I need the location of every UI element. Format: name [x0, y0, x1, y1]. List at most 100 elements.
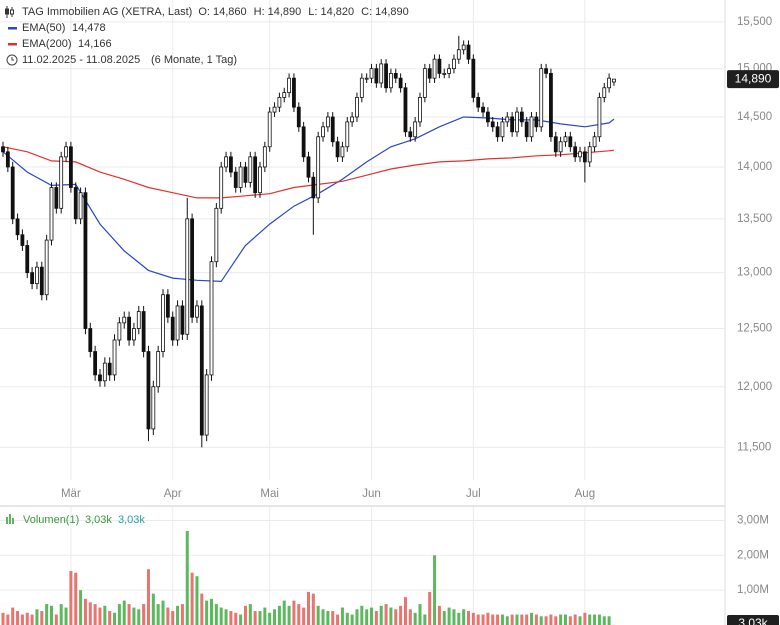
candle-body — [49, 187, 54, 241]
volume-bar — [500, 614, 504, 625]
volume-bar — [132, 607, 136, 625]
candle-body — [437, 58, 442, 74]
candle-body — [500, 121, 505, 138]
y-tick-label: 15,500 — [737, 16, 772, 28]
candle-body — [422, 68, 427, 98]
volume-bar — [442, 611, 446, 625]
volume-bar — [35, 609, 39, 625]
volume-bar — [408, 609, 412, 625]
volume-bar — [74, 572, 78, 625]
candle-body — [185, 218, 190, 335]
volume-bar — [525, 614, 529, 625]
candle-body — [544, 68, 548, 74]
candle-body — [529, 116, 534, 138]
volume-bar — [210, 598, 214, 625]
volume-bar — [176, 605, 180, 625]
x-tick-label: Mai — [260, 488, 279, 500]
volume-bar — [25, 612, 29, 625]
volume-bar — [195, 576, 199, 625]
legend-volume-value: 3,03k — [85, 514, 112, 526]
y-tick-label: 13,000 — [737, 267, 772, 279]
candle-body — [330, 116, 335, 143]
candle-body — [418, 97, 422, 123]
candle-body — [233, 171, 238, 188]
candle-body — [398, 77, 403, 89]
candle-body — [369, 68, 374, 79]
volume-bar — [156, 604, 160, 625]
candle-body — [413, 121, 418, 138]
x-tick-label: Mär — [61, 488, 81, 500]
candle-body — [204, 374, 209, 436]
candle-body — [156, 351, 161, 388]
volume-bar — [340, 607, 344, 625]
volume-bar — [544, 616, 548, 625]
candle-body — [68, 146, 73, 188]
last-volume-badge — [727, 615, 779, 625]
y-tick-label: 12,000 — [737, 381, 772, 393]
volume-bar — [151, 593, 155, 625]
volume-bar — [355, 609, 359, 625]
candle-body — [180, 305, 185, 335]
candle-body — [146, 351, 151, 430]
volume-bar — [433, 555, 437, 625]
candle-body — [481, 106, 485, 113]
volume-bar — [491, 614, 495, 625]
x-tick-label: Jul — [466, 488, 481, 500]
volume-bar — [229, 611, 233, 625]
candle-body — [209, 261, 214, 376]
candle-body — [563, 136, 568, 143]
volume-bar — [108, 611, 112, 625]
volume-bar — [297, 604, 301, 625]
volume-bar — [234, 612, 238, 625]
volume-bar — [214, 604, 218, 625]
candle-body — [136, 311, 141, 329]
candle-body — [485, 111, 490, 123]
volume-bar — [447, 607, 451, 625]
candle-body — [175, 305, 180, 341]
candle-body — [539, 68, 544, 128]
candle-body — [466, 44, 471, 60]
volume-bar — [54, 614, 58, 625]
candle-body — [515, 111, 519, 133]
candle-body — [277, 97, 282, 108]
volume-bar — [326, 611, 330, 625]
candle-body — [301, 126, 306, 158]
volume-bar — [239, 614, 243, 625]
volume-bar — [83, 598, 87, 625]
volume-bar — [471, 612, 475, 625]
candle-body — [519, 111, 524, 123]
volume-bar — [573, 614, 577, 625]
volume-bar — [316, 605, 320, 625]
candle-body — [165, 294, 170, 318]
candle-body — [597, 97, 602, 138]
y-tick-label: 3,00M — [737, 514, 769, 526]
candle-body — [10, 166, 15, 220]
candle-body — [306, 156, 311, 178]
candle-body — [228, 156, 233, 173]
ohlc-label: C: — [361, 6, 372, 18]
volume-bar — [248, 604, 252, 625]
candle-body — [296, 106, 301, 128]
volume-bar — [16, 611, 20, 625]
candle-body — [568, 136, 573, 148]
volume-bar — [30, 614, 34, 625]
last-volume-label: 3,03k — [738, 616, 768, 625]
period: 11.02.2025 - 11.08.2025 — [22, 54, 140, 66]
volume-bar — [268, 612, 272, 625]
period-note: (6 Monate, 1 Tag) — [151, 54, 237, 66]
clock-icon — [6, 54, 18, 66]
candle-body — [403, 87, 408, 133]
volume-bar — [224, 609, 228, 625]
volume-bar — [273, 609, 277, 625]
ohlc-value: 14,890 — [268, 6, 302, 18]
candle-body — [442, 73, 447, 75]
candle-body — [335, 141, 340, 158]
volume-bar — [520, 614, 524, 625]
candle-body — [20, 234, 25, 246]
candle-body — [490, 121, 495, 128]
volume-bar — [258, 611, 262, 625]
candle-body — [374, 68, 379, 84]
candle-body — [102, 362, 107, 382]
volume-bar — [602, 616, 606, 625]
